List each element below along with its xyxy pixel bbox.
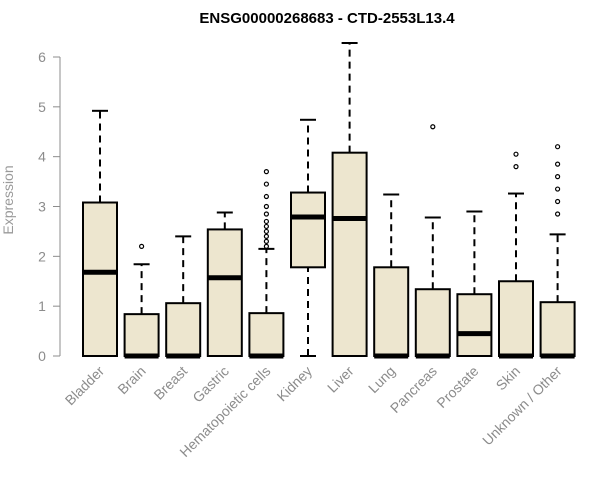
box-0	[82, 109, 118, 357]
x-category-label: Bladder	[62, 363, 108, 409]
outlier-point	[263, 233, 269, 239]
box-rect	[290, 191, 326, 269]
box-10	[498, 151, 534, 359]
x-category-label: Breast	[150, 363, 190, 403]
y-tick-label: 1	[38, 298, 46, 314]
box-rect	[82, 201, 118, 357]
box-2	[165, 235, 202, 359]
box-7	[373, 193, 410, 359]
outlier-point	[554, 186, 561, 192]
outlier-point	[263, 238, 269, 244]
outlier-point	[554, 174, 561, 180]
outlier-point	[513, 151, 519, 157]
outlier-point	[139, 243, 145, 249]
box-6	[331, 42, 368, 357]
y-tick-label: 5	[38, 99, 46, 115]
x-category-label: Kidney	[274, 363, 316, 405]
outlier-point	[263, 169, 269, 175]
box-rect	[456, 293, 493, 357]
outlier-point	[554, 161, 561, 167]
outlier-point	[263, 228, 269, 235]
outlier-point	[554, 144, 561, 150]
x-category-label: Unknown / Other	[479, 363, 565, 449]
box-8	[414, 124, 451, 359]
y-axis-label: Expression	[0, 165, 16, 234]
y-tick-label: 4	[38, 149, 46, 165]
box-11	[539, 144, 576, 359]
outlier-point	[263, 193, 269, 200]
x-category-label: Prostate	[433, 363, 481, 411]
outlier-point	[263, 218, 269, 225]
box-5	[290, 118, 326, 357]
box-rect	[206, 228, 243, 358]
outlier-point	[263, 181, 269, 187]
outlier-point	[554, 211, 561, 217]
x-category-label: Lung	[365, 363, 398, 396]
box-rect	[373, 266, 410, 357]
box-rect	[123, 313, 160, 358]
outlier-point	[263, 203, 269, 210]
y-tick-label: 3	[38, 199, 46, 215]
x-category-label: Liver	[324, 363, 357, 396]
box-rect	[331, 151, 368, 357]
outlier-point	[513, 164, 519, 170]
box-3	[206, 211, 243, 358]
y-tick-label: 2	[38, 248, 46, 264]
y-tick-label: 6	[38, 49, 46, 65]
y-axis: 0 1 2 3 4 5 6	[38, 49, 61, 364]
x-category-label: Brain	[114, 363, 148, 397]
outlier-point	[263, 211, 269, 217]
outlier-point	[263, 223, 269, 230]
outlier-point	[430, 124, 436, 130]
box-1	[123, 243, 160, 359]
box-rect	[539, 301, 576, 357]
boxes	[82, 42, 576, 359]
x-category-label: Skin	[493, 363, 524, 394]
chart-title: ENSG00000268683 - CTD-2553L13.4	[199, 10, 455, 27]
outlier-point	[263, 243, 269, 249]
box-9	[456, 210, 493, 357]
box-rect	[248, 312, 285, 358]
box-rect	[498, 280, 534, 357]
box-rect	[414, 288, 451, 357]
y-tick-label: 0	[38, 348, 46, 364]
outlier-point	[554, 198, 561, 205]
box-4	[248, 169, 285, 359]
box-rect	[165, 302, 202, 357]
